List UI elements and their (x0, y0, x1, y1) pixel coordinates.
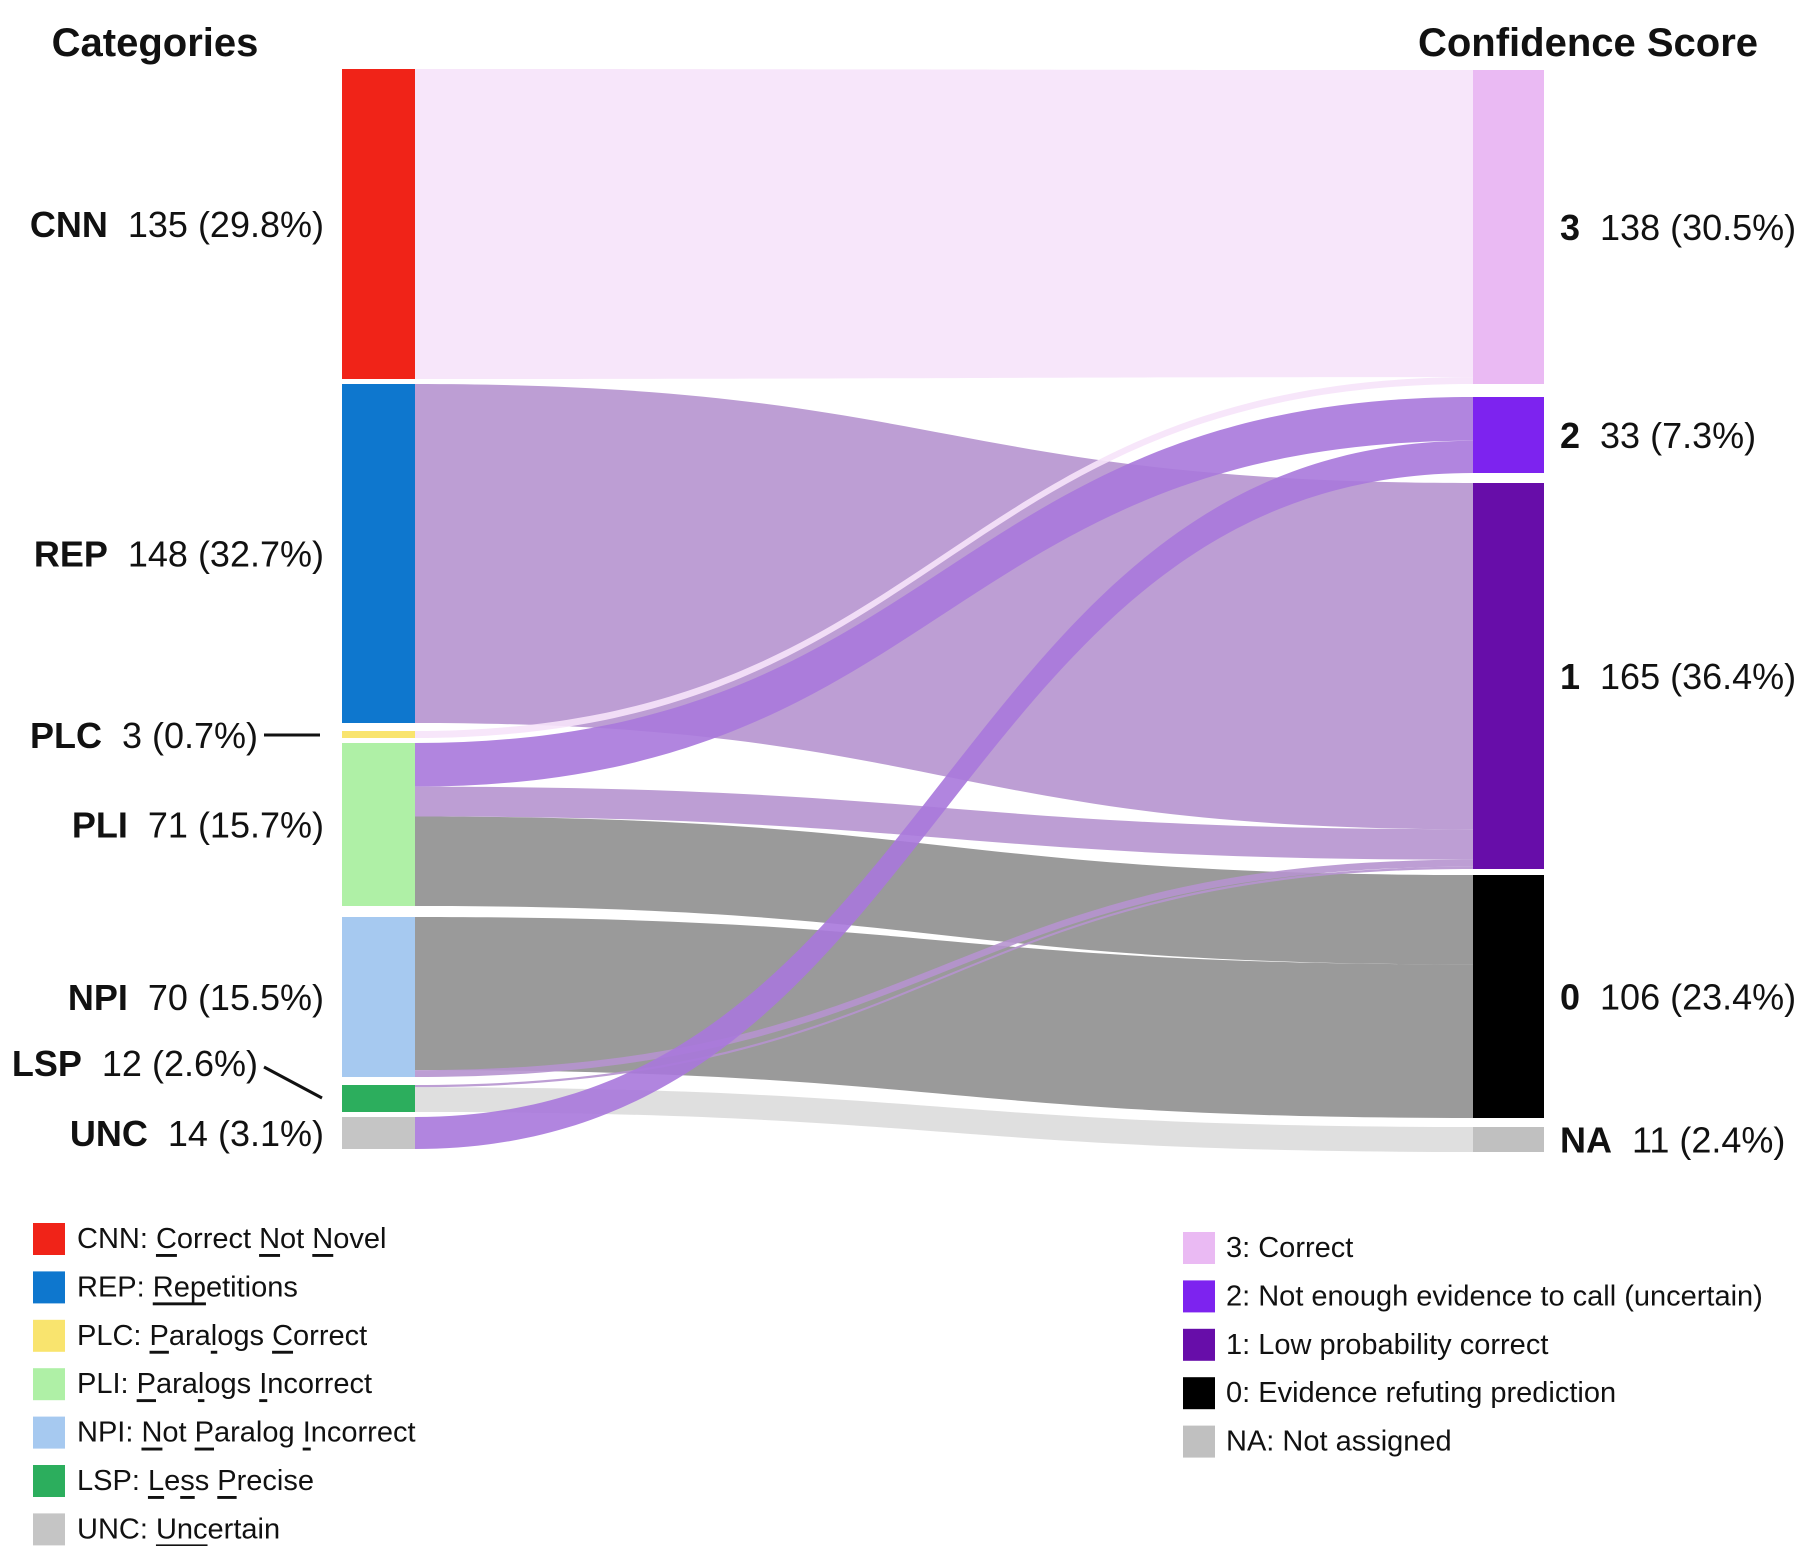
node-2 (1473, 397, 1544, 473)
node-label-NPI: NPI 70 (15.5%) (68, 977, 324, 1018)
callout-line-LSP (263, 1065, 323, 1100)
legend-label-category-UNC: UNC: Uncertain (77, 1513, 280, 1545)
node-label-PLI: PLI 71 (15.7%) (72, 804, 324, 845)
legend-item-score-1: 1: Low probability correct (1183, 1328, 1548, 1361)
legend-swatch-category-UNC (33, 1513, 65, 1546)
node-0 (1473, 875, 1544, 1118)
legend-item-score-2: 2: Not enough evidence to call (uncertai… (1183, 1280, 1763, 1313)
node-label-NA: NA 11 (2.4%) (1560, 1119, 1785, 1160)
flow-NPI-1 (415, 859, 1473, 1077)
node-3 (1473, 70, 1544, 384)
node-LSP (342, 1085, 415, 1112)
labels-layer: CNN 135 (29.8%) REP 148 (32.7%) PLC 3 (0.7… (12, 204, 1796, 1161)
flow-UNC-2 (415, 440, 1473, 1149)
node-REP (342, 384, 415, 723)
node-NPI (342, 917, 415, 1077)
legend-label-category-PLI: PLI: Paralogs Incorrect (77, 1368, 372, 1400)
legend-label-score-NA: NA: Not assigned (1226, 1426, 1452, 1458)
nodes-layer (342, 69, 1544, 1152)
flow-PLI-0 (415, 816, 1473, 965)
node-CNN (342, 69, 415, 379)
legend-item-category-LSP: LSP: Less Precise (33, 1465, 314, 1497)
legend-item-category-PLI: PLI: Paralogs Incorrect (33, 1368, 372, 1401)
flow-LSP-1 (415, 866, 1473, 1088)
legend-label-score-1: 1: Low probability correct (1226, 1329, 1548, 1361)
legend-label-score-3: 3: Correct (1226, 1232, 1353, 1264)
flow-LSP-NA (415, 1087, 1473, 1152)
flow-PLI-1 (415, 786, 1473, 860)
node-label-LSP: LSP 12 (2.6%) (12, 1043, 258, 1084)
legend-swatch-category-CNN (33, 1223, 65, 1255)
node-PLI (342, 743, 415, 906)
node-PLC (342, 731, 415, 738)
legend-swatch-category-PLC (33, 1319, 65, 1352)
legend-label-category-PLC: PLC: Paralogs Correct (77, 1320, 367, 1352)
node-label-PLC: PLC 3 (0.7%) (30, 715, 258, 756)
legend-item-category-NPI: NPI: Not Paralog Incorrect (33, 1416, 416, 1449)
node-label-1: 1 165 (36.4%) (1560, 656, 1796, 697)
node-label-0: 0 106 (23.4%) (1560, 976, 1796, 1017)
legend-swatch-score-1 (1183, 1328, 1215, 1361)
flow-CNN-3 (415, 69, 1473, 379)
legend-item-category-PLC: PLC: Paralogs Correct (33, 1319, 367, 1352)
legend-swatch-category-NPI (33, 1416, 65, 1449)
flow-PLC-3 (415, 377, 1473, 738)
legend-layer: CNN: Correct Not Novel REP: Repetitions PL… (33, 1223, 1763, 1546)
legend-swatch-category-LSP (33, 1465, 65, 1497)
node-label-CNN: CNN 135 (29.8%) (30, 204, 324, 245)
legend-label-score-2: 2: Not enough evidence to call (uncertai… (1226, 1280, 1763, 1312)
node-label-3: 3 138 (30.5%) (1560, 207, 1796, 248)
legend-item-category-REP: REP: Repetitions (33, 1271, 298, 1304)
legend-item-category-CNN: CNN: Correct Not Novel (33, 1223, 386, 1255)
legend-swatch-category-REP (33, 1271, 65, 1304)
node-NA (1473, 1127, 1544, 1152)
right-column-title: Confidence Score (1418, 21, 1758, 65)
node-label-2: 2 33 (7.3%) (1560, 415, 1756, 456)
legend-swatch-score-2 (1183, 1280, 1215, 1313)
node-label-UNC: UNC 14 (3.1%) (70, 1113, 324, 1154)
legend-item-score-0: 0: Evidence refuting prediction (1183, 1377, 1616, 1410)
legend-swatch-score-0 (1183, 1377, 1215, 1410)
legend-label-score-0: 0: Evidence refuting prediction (1226, 1377, 1616, 1409)
legend-swatch-category-PLI (33, 1368, 65, 1401)
flow-PLI-2 (415, 397, 1473, 787)
node-label-REP: REP 148 (32.7%) (34, 533, 324, 574)
legend-item-score-NA: NA: Not assigned (1183, 1425, 1452, 1458)
legend-swatch-score-NA (1183, 1425, 1215, 1458)
legend-swatch-score-3 (1183, 1232, 1215, 1264)
node-UNC (342, 1117, 415, 1149)
legend-label-category-REP: REP: Repetitions (77, 1271, 298, 1303)
legend-item-category-UNC: UNC: Uncertain (33, 1513, 280, 1546)
legend-label-category-LSP: LSP: Less Precise (77, 1465, 314, 1497)
node-1 (1473, 483, 1544, 869)
legend-label-category-CNN: CNN: Correct Not Novel (77, 1223, 386, 1255)
flows-layer (415, 69, 1473, 1152)
left-column-title: Categories (52, 21, 259, 65)
legend-label-category-NPI: NPI: Not Paralog Incorrect (77, 1417, 416, 1449)
legend-item-score-3: 3: Correct (1183, 1232, 1353, 1264)
